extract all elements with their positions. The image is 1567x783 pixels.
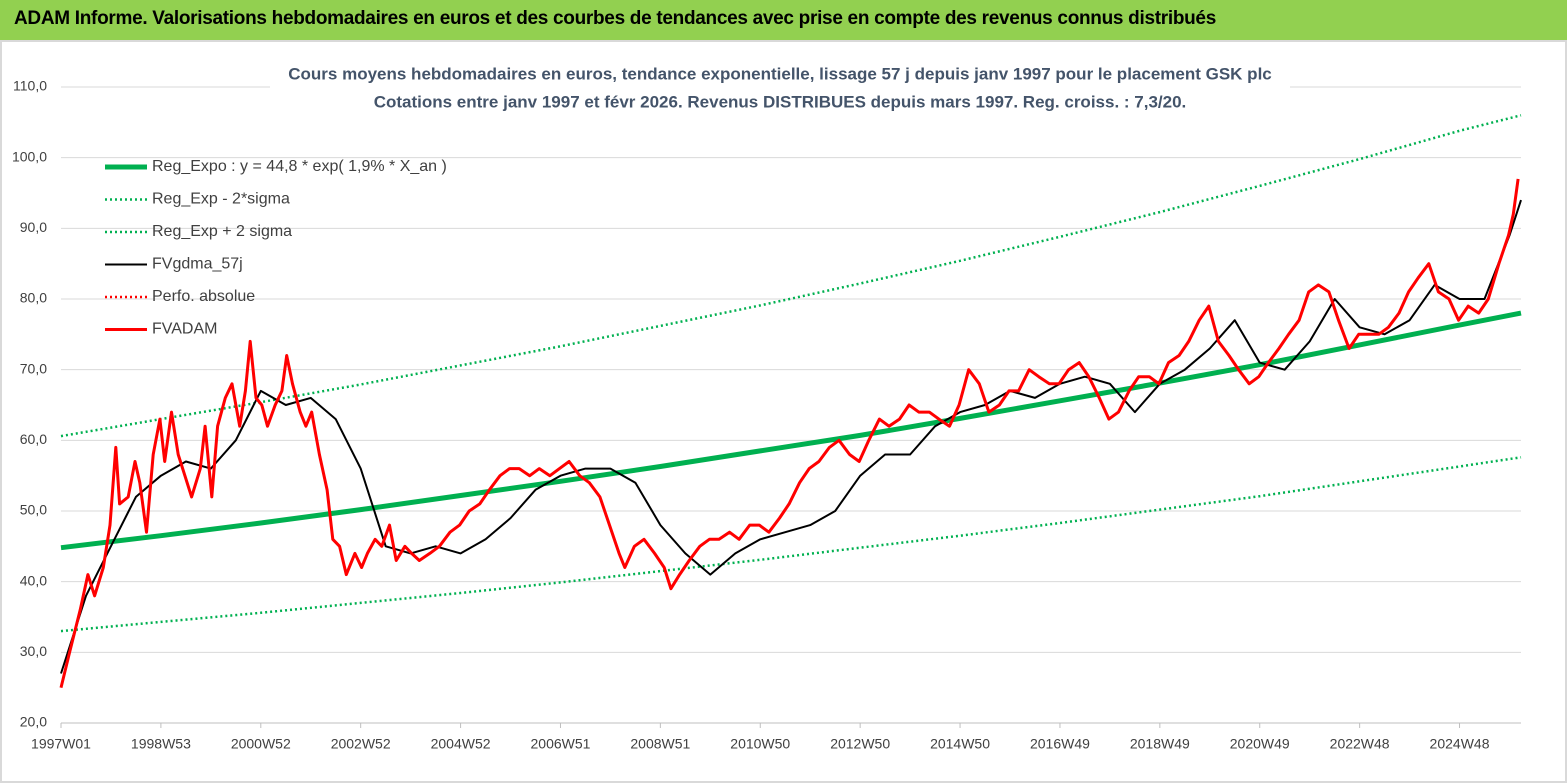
chart-subtitle: Cotations entre janv 1997 et févr 2026. … [374, 92, 1187, 111]
y-tick-label: 100,0 [12, 148, 47, 164]
x-tick-label: 2010W50 [730, 736, 790, 752]
x-tick-label: 2002W52 [331, 736, 391, 752]
x-tick-label: 2024W48 [1430, 736, 1490, 752]
y-tick-label: 110,0 [13, 78, 47, 94]
lines [59, 114, 1522, 689]
y-tick-label: 90,0 [20, 219, 47, 235]
legend-label: Perfo. absolue [152, 288, 255, 305]
series-line [60, 456, 1522, 633]
x-tick-label: 2004W52 [431, 736, 491, 752]
chart-frame [0, 40, 1567, 783]
y-tick-label: 20,0 [20, 714, 47, 730]
x-tick-label: 2022W48 [1330, 736, 1390, 752]
legend-label: Reg_Exp + 2 sigma [152, 223, 292, 240]
x-tick-label: 2006W51 [531, 736, 591, 752]
x-tick-label: 2018W49 [1130, 736, 1190, 752]
y-tick-label: 50,0 [20, 502, 47, 518]
x-tick-label: 2016W49 [1030, 736, 1090, 752]
x-tick-label: 2012W50 [830, 736, 890, 752]
series-line [60, 310, 1522, 551]
x-tick-label: 2014W50 [930, 736, 990, 752]
x-tick-label: 1997W01 [31, 736, 91, 752]
x-tick-label: 1998W53 [131, 736, 191, 752]
legend-label: Reg_Exp - 2*sigma [152, 191, 290, 208]
title-background [270, 62, 1290, 118]
y-tick-label: 30,0 [20, 643, 47, 659]
y-tick-label: 60,0 [20, 431, 47, 447]
y-tick-label: 70,0 [20, 360, 47, 376]
legend-label: FVADAM [152, 321, 217, 338]
legend-label: FVgdma_57j [152, 256, 243, 273]
legend-label: Reg_Expo : y = 44,8 * exp( 1,9% * X_an ) [152, 158, 447, 175]
header-title: ADAM Informe. Valorisations hebdomadaire… [14, 8, 1216, 29]
chart-title: Cours moyens hebdomadaires en euros, ten… [288, 64, 1272, 83]
series-line [59, 178, 1520, 689]
x-tick-label: 2008W51 [630, 736, 690, 752]
legend: Reg_Expo : y = 44,8 * exp( 1,9% * X_an )… [105, 158, 447, 338]
header-bar: ADAM Informe. Valorisations hebdomadaire… [0, 0, 1567, 40]
y-tick-label: 40,0 [20, 572, 47, 588]
series-line [60, 199, 1522, 674]
series-line [60, 114, 1522, 438]
x-tick-label: 2000W52 [231, 736, 291, 752]
x-tick-label: 2020W49 [1230, 736, 1290, 752]
y-tick-label: 80,0 [20, 290, 47, 306]
